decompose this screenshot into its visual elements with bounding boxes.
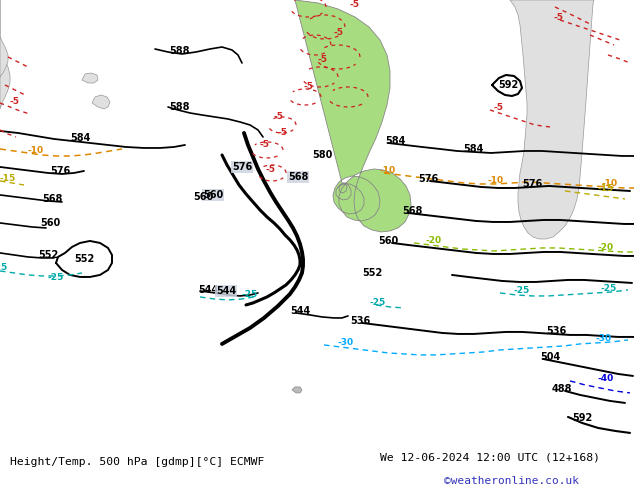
Text: 560: 560: [203, 190, 223, 200]
Text: -25: -25: [370, 298, 386, 307]
Text: -5: -5: [317, 55, 327, 65]
Text: We 12-06-2024 12:00 UTC (12+168): We 12-06-2024 12:00 UTC (12+168): [380, 453, 600, 463]
Text: ©weatheronline.co.uk: ©weatheronline.co.uk: [444, 476, 579, 486]
Text: -10: -10: [380, 167, 396, 175]
Text: -20: -20: [598, 244, 614, 252]
Text: 536: 536: [546, 326, 566, 336]
Text: -25: -25: [0, 264, 8, 272]
Text: 536: 536: [350, 316, 370, 326]
Text: -20: -20: [426, 237, 442, 245]
Text: 560: 560: [40, 218, 60, 228]
Text: 588: 588: [170, 102, 190, 112]
Text: -5: -5: [333, 28, 343, 38]
Text: 544: 544: [198, 285, 218, 295]
Text: 560: 560: [193, 192, 213, 202]
Text: Height/Temp. 500 hPa [gdmp][°C] ECMWF: Height/Temp. 500 hPa [gdmp][°C] ECMWF: [10, 457, 264, 467]
Text: 544: 544: [290, 306, 310, 316]
Text: -15: -15: [0, 174, 16, 183]
Polygon shape: [92, 95, 110, 109]
Text: 544: 544: [216, 286, 236, 296]
Text: 568: 568: [288, 172, 308, 182]
Text: 580: 580: [312, 150, 332, 160]
Text: -25: -25: [514, 287, 530, 295]
Text: -30: -30: [596, 335, 612, 343]
Text: -5: -5: [260, 141, 270, 149]
Polygon shape: [0, 0, 8, 77]
Text: -25: -25: [48, 273, 64, 282]
Text: 560: 560: [378, 236, 398, 246]
Text: -10: -10: [602, 179, 618, 189]
Polygon shape: [292, 387, 302, 393]
Text: 552: 552: [38, 250, 58, 260]
Text: 568: 568: [402, 206, 422, 216]
Polygon shape: [295, 0, 411, 232]
Text: 592: 592: [572, 413, 592, 423]
Text: 576: 576: [50, 166, 70, 176]
Text: 592: 592: [498, 80, 518, 90]
Text: -10: -10: [488, 176, 504, 186]
Text: 576: 576: [522, 179, 542, 189]
Text: -25: -25: [601, 285, 617, 294]
Text: -5: -5: [277, 128, 287, 138]
Text: -40: -40: [598, 374, 614, 384]
Text: -30: -30: [338, 339, 354, 347]
Text: 488: 488: [552, 384, 573, 394]
Polygon shape: [82, 73, 98, 83]
Text: -5: -5: [265, 166, 275, 174]
Text: -10: -10: [28, 147, 44, 155]
Text: 576: 576: [232, 162, 252, 172]
Text: 584: 584: [385, 136, 405, 146]
Text: -5: -5: [303, 82, 313, 92]
Polygon shape: [510, 0, 594, 239]
Polygon shape: [0, 55, 10, 109]
Text: 576: 576: [418, 174, 438, 184]
Text: 588: 588: [170, 46, 190, 56]
Text: 552: 552: [74, 254, 94, 264]
Text: -25: -25: [242, 291, 258, 299]
Text: -5: -5: [273, 113, 283, 122]
Text: 568: 568: [42, 194, 62, 204]
Text: 584: 584: [70, 133, 90, 143]
Text: -5: -5: [9, 98, 19, 106]
Text: 504: 504: [540, 352, 560, 362]
Text: -5: -5: [350, 0, 360, 9]
Text: -15: -15: [598, 184, 614, 194]
Text: -5: -5: [493, 103, 503, 113]
Text: 552: 552: [362, 268, 382, 278]
Text: -5: -5: [553, 14, 563, 23]
Text: 584: 584: [463, 144, 483, 154]
